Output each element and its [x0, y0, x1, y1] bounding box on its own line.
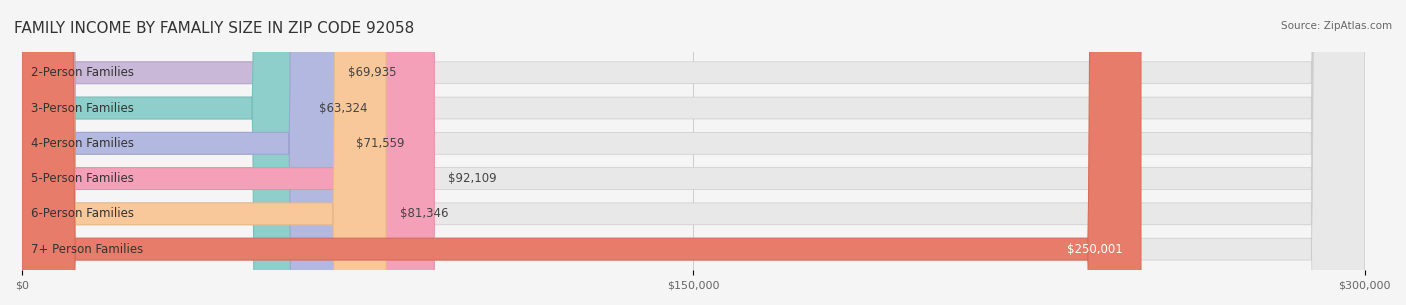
- FancyBboxPatch shape: [22, 0, 335, 305]
- Text: $71,559: $71,559: [356, 137, 404, 150]
- Text: $81,346: $81,346: [399, 207, 449, 220]
- Text: 7+ Person Families: 7+ Person Families: [31, 242, 143, 256]
- Text: $250,001: $250,001: [1067, 242, 1123, 256]
- FancyBboxPatch shape: [22, 0, 1365, 305]
- Text: 5-Person Families: 5-Person Families: [31, 172, 134, 185]
- FancyBboxPatch shape: [22, 0, 434, 305]
- FancyBboxPatch shape: [22, 0, 387, 305]
- Text: 6-Person Families: 6-Person Families: [31, 207, 134, 220]
- FancyBboxPatch shape: [22, 0, 1365, 305]
- Text: $63,324: $63,324: [319, 102, 367, 115]
- FancyBboxPatch shape: [22, 0, 1365, 305]
- FancyBboxPatch shape: [22, 0, 1365, 305]
- FancyBboxPatch shape: [22, 0, 1140, 305]
- Text: $69,935: $69,935: [349, 66, 396, 79]
- FancyBboxPatch shape: [22, 0, 305, 305]
- Text: FAMILY INCOME BY FAMALIY SIZE IN ZIP CODE 92058: FAMILY INCOME BY FAMALIY SIZE IN ZIP COD…: [14, 21, 415, 36]
- Text: 3-Person Families: 3-Person Families: [31, 102, 134, 115]
- Text: $92,109: $92,109: [447, 172, 496, 185]
- FancyBboxPatch shape: [22, 0, 342, 305]
- FancyBboxPatch shape: [22, 0, 1365, 305]
- Text: Source: ZipAtlas.com: Source: ZipAtlas.com: [1281, 21, 1392, 31]
- Text: 4-Person Families: 4-Person Families: [31, 137, 134, 150]
- Text: 2-Person Families: 2-Person Families: [31, 66, 134, 79]
- FancyBboxPatch shape: [22, 0, 1365, 305]
